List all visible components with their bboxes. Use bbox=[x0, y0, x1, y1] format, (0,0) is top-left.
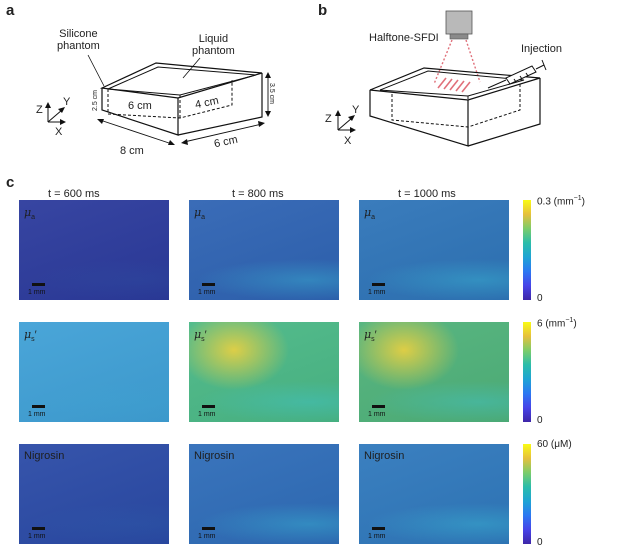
axis-y-label-a: Y bbox=[63, 96, 71, 108]
scale-bar bbox=[372, 405, 385, 408]
tile-label: μa bbox=[194, 206, 206, 222]
scale-bar-label: 1 mm bbox=[198, 533, 216, 540]
scale-bar-label: 1 mm bbox=[198, 289, 216, 296]
scale-bar-label: 1 mm bbox=[28, 533, 46, 540]
dim-outer-depth-arrow bbox=[181, 121, 265, 145]
scale-bar bbox=[202, 405, 215, 408]
halftone-sfdi-label: Halftone-SFDI bbox=[369, 32, 439, 44]
map-tile: μs′ 1 mm bbox=[189, 322, 339, 422]
map-tile: μa 1 mm bbox=[359, 200, 509, 300]
scale-bar bbox=[32, 405, 45, 408]
scale-bar-label: 1 mm bbox=[28, 411, 46, 418]
time-label-600: t = 600 ms bbox=[48, 188, 100, 200]
panel-b-letter: b bbox=[318, 2, 328, 19]
projection-line-left bbox=[433, 39, 453, 85]
colorbar-min-label: 0 bbox=[537, 537, 543, 548]
silicone-label-line1: Silicone bbox=[59, 28, 98, 40]
time-label-800: t = 800 ms bbox=[232, 188, 284, 200]
setup-cavity-top bbox=[379, 70, 525, 97]
axis-y-label-b: Y bbox=[352, 104, 360, 116]
scale-bar bbox=[372, 283, 385, 286]
map-tile: μa 1 mm bbox=[189, 200, 339, 300]
scale-bar bbox=[32, 283, 45, 286]
dim-outer-width: 8 cm bbox=[120, 145, 144, 157]
injection-label: Injection bbox=[521, 43, 562, 55]
tile-label: Nigrosin bbox=[364, 450, 405, 462]
dim-outer-width-arrow bbox=[97, 119, 175, 145]
scale-bar-label: 1 mm bbox=[368, 289, 386, 296]
axis-x-label-b: X bbox=[344, 135, 352, 147]
liquid-pointer bbox=[182, 57, 201, 79]
scale-bar bbox=[32, 527, 45, 530]
panel-a-letter: a bbox=[6, 2, 15, 19]
scale-bar bbox=[372, 527, 385, 530]
scale-bar bbox=[202, 283, 215, 286]
axis-z-label-a: Z bbox=[36, 104, 43, 116]
phantom-diagram bbox=[45, 54, 271, 145]
liquid-label-line2: phantom bbox=[192, 45, 235, 57]
dim-inner-height: 2.5 cm bbox=[92, 89, 100, 112]
tile-label: μa bbox=[24, 206, 36, 222]
tile-label: μs′ bbox=[24, 328, 37, 344]
cavity-top bbox=[107, 66, 257, 96]
time-label-1000: t = 1000 ms bbox=[398, 188, 456, 200]
sfdi-setup-diagram bbox=[335, 10, 547, 147]
scale-bar-label: 1 mm bbox=[28, 289, 46, 296]
silicone-label-line2: phantom bbox=[57, 40, 100, 52]
scale-bar bbox=[202, 527, 215, 530]
scale-bar-label: 1 mm bbox=[198, 411, 216, 418]
dim-outer-height-arrow bbox=[265, 72, 271, 117]
panel-c-letter: c bbox=[6, 174, 15, 191]
tile-label: Nigrosin bbox=[24, 450, 65, 462]
map-tile: μs′ 1 mm bbox=[359, 322, 509, 422]
tile-label: μa bbox=[364, 206, 376, 222]
axis-x-label-a: X bbox=[55, 126, 63, 138]
box-right-face bbox=[177, 73, 263, 136]
setup-box-right bbox=[467, 78, 541, 147]
axis-z-label-b: Z bbox=[325, 113, 332, 125]
box-top-face bbox=[99, 62, 263, 99]
map-tile: Nigrosin 1 mm bbox=[359, 444, 509, 544]
colorbar-max-label: 0.3 (mm−1) bbox=[537, 195, 585, 208]
map-tile: μs′ 1 mm bbox=[19, 322, 169, 422]
colorbar-min-label: 0 bbox=[537, 415, 543, 426]
colorbar bbox=[523, 444, 531, 544]
colorbar-max-label: 6 (mm−1) bbox=[537, 317, 577, 330]
axes-icon-a bbox=[45, 102, 66, 125]
camera-icon bbox=[445, 10, 473, 40]
syringe-icon bbox=[487, 59, 547, 89]
silicone-pointer bbox=[87, 54, 105, 87]
colorbar bbox=[523, 200, 531, 300]
liquid-label-line1: Liquid bbox=[198, 33, 229, 45]
silicone-phantom-label: Silicone phantom bbox=[57, 28, 100, 52]
axes-icon-b bbox=[335, 110, 356, 133]
map-tile: μa 1 mm bbox=[19, 200, 169, 300]
map-tile: Nigrosin 1 mm bbox=[189, 444, 339, 544]
colorbar bbox=[523, 322, 531, 422]
colorbar-max-label: 60 (μM) bbox=[537, 439, 572, 450]
projection-line-right bbox=[465, 39, 481, 83]
tile-label: μs′ bbox=[194, 328, 207, 344]
liquid-phantom-label: Liquid phantom bbox=[192, 33, 235, 57]
dim-inner-width: 6 cm bbox=[128, 100, 152, 112]
halftone-pattern bbox=[437, 77, 471, 93]
colorbar-min-label: 0 bbox=[537, 293, 543, 304]
tile-label: μs′ bbox=[364, 328, 377, 344]
scale-bar-label: 1 mm bbox=[368, 411, 386, 418]
scale-bar-label: 1 mm bbox=[368, 533, 386, 540]
map-tile: Nigrosin 1 mm bbox=[19, 444, 169, 544]
box-front-face bbox=[101, 88, 179, 136]
dim-outer-height: 3.5 cm bbox=[268, 82, 276, 105]
tile-label: Nigrosin bbox=[194, 450, 235, 462]
